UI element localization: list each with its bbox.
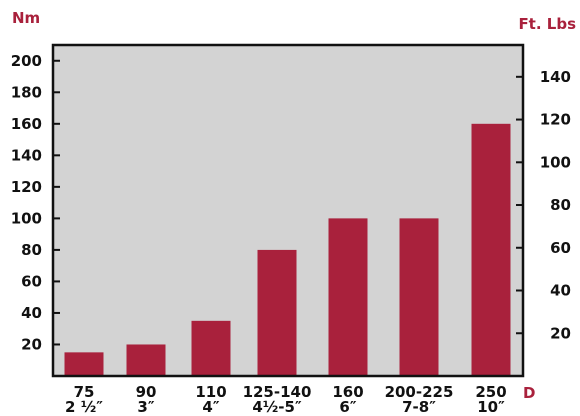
x-tick-label-bottom-1: 3″ [137,398,154,416]
left-tick-label-9: 200 [11,52,42,70]
x-tick-label-top-5: 200-225 [385,383,454,401]
right-tick-label-0: 20 [550,324,571,342]
left-tick-label-4: 100 [11,209,42,227]
left-tick-label-7: 160 [11,115,42,133]
x-tick-label-bottom-2: 4″ [202,398,219,416]
left-tick-label-6: 140 [11,146,42,164]
bar-1 [126,344,166,376]
left-axis-unit-label: Nm [12,9,40,27]
x-tick-label-top-3: 125-140 [243,383,312,401]
x-tick-label-bottom-4: 6″ [339,398,356,416]
bars-group [64,123,511,376]
left-tick-label-5: 120 [11,178,42,196]
right-tick-label-3: 80 [550,196,571,214]
right-tick-label-4: 100 [540,153,571,171]
x-tick-label-top-0: 75 [74,383,95,401]
right-axis-ticks: 20 40 60 80 100 120 140 [516,68,571,342]
left-tick-label-0: 20 [21,335,42,353]
x-tick-label-top-1: 90 [136,383,157,401]
bar-3 [257,249,297,376]
x-tick-label-top-6: 250 [475,383,506,401]
left-tick-label-8: 180 [11,83,42,101]
right-axis-unit-label: Ft. Lbs [518,15,576,33]
x-tick-label-top-2: 110 [195,383,226,401]
bar-6 [471,123,511,376]
x-tick-label-bottom-5: 7-8″ [402,398,436,416]
x-tick-label-bottom-0: 2 ½″ [65,398,103,416]
right-tick-label-1: 40 [550,282,571,300]
right-tick-label-6: 140 [540,68,571,86]
bar-0 [64,352,104,376]
bar-5 [399,218,439,376]
right-tick-label-2: 60 [550,239,571,257]
left-axis-ticks: 20 40 60 80 100 120 140 160 180 200 [11,52,60,353]
bar-2 [191,320,231,376]
plot-frame [51,43,525,378]
x-tick-label-top-4: 160 [332,383,363,401]
left-tick-label-3: 80 [21,241,42,259]
x-tick-label-bottom-6: 10″ [477,398,505,416]
x-axis-marker-label: D [523,384,535,402]
x-tick-label-bottom-3: 4½-5″ [252,398,302,416]
right-tick-label-5: 120 [540,111,571,129]
left-tick-label-1: 40 [21,304,42,322]
left-tick-label-2: 60 [21,272,42,290]
bar-4 [328,218,368,376]
